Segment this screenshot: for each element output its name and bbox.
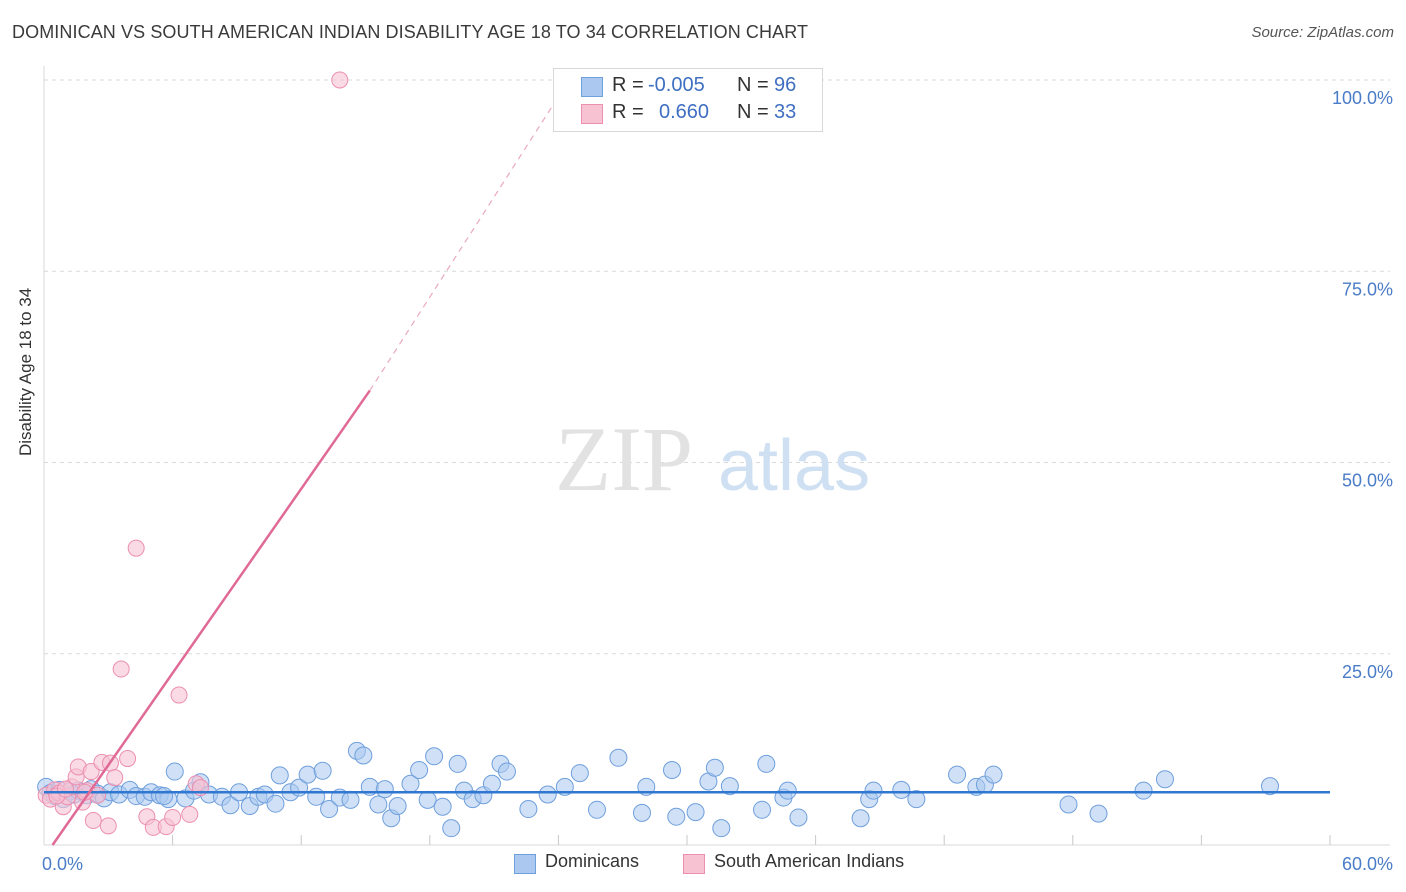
dominican-point (482, 774, 501, 793)
south-american-indian-point (99, 817, 117, 835)
south-american-indian-point (331, 71, 349, 89)
dominican-point (907, 790, 926, 809)
dominican-point (313, 761, 332, 780)
south-american-indian-point (170, 686, 188, 704)
dominican-point (369, 795, 388, 814)
dominican-point (587, 800, 606, 819)
blue-swatch (581, 77, 603, 97)
south-american-indians-points (37, 71, 349, 836)
dominican-point (165, 762, 184, 781)
dominican-point (320, 800, 339, 819)
dominican-point (757, 754, 776, 773)
dominican-point (354, 746, 373, 765)
y-tick-label: 100.0% (1332, 88, 1393, 108)
dominican-point (705, 758, 724, 777)
dominican-point (892, 780, 911, 799)
south-american-indians-trend-line (51, 389, 371, 846)
dominican-point (753, 800, 772, 819)
dominican-point (1089, 804, 1108, 823)
dominican-point (497, 762, 516, 781)
watermark-atlas: atlas (718, 426, 870, 506)
r-label: R = (612, 74, 644, 96)
trend-lines (44, 79, 1330, 846)
dominican-point (298, 765, 317, 784)
dominican-point (270, 766, 289, 785)
legend-swatch-pink (683, 854, 705, 874)
legend-label: South American Indians (714, 851, 905, 871)
legend-swatch-blue (514, 854, 536, 874)
dominican-point (948, 765, 967, 784)
n-label: N = (737, 74, 769, 96)
x-tick-label: 60.0% (1342, 854, 1393, 874)
dominicans-points (37, 741, 1279, 838)
dominican-point (155, 787, 174, 806)
x-tick-label: 0.0% (42, 854, 83, 874)
y-tick-label: 75.0% (1342, 279, 1393, 299)
dominican-point (221, 796, 240, 815)
south-american-indians-trend-extension (369, 79, 570, 391)
south-american-indian-point (181, 805, 199, 823)
dominican-point (425, 747, 444, 766)
y-tick-label: 25.0% (1342, 662, 1393, 682)
dominican-point (307, 787, 326, 806)
dominican-point (864, 781, 883, 800)
south-american-indian-point (112, 660, 130, 678)
r-value: -0.005 (648, 74, 705, 96)
dominican-point (418, 790, 437, 809)
r-label: R = (612, 101, 644, 123)
stats-box: R = -0.005 N = 96 R = 0.660 N = 33 (553, 68, 823, 132)
stats-row-dominicans: R = -0.005 N = 96 (554, 74, 822, 100)
n-label: N = (737, 101, 769, 123)
dominican-point (266, 794, 285, 813)
dominican-point (662, 761, 681, 780)
south-american-indian-point (106, 769, 124, 787)
source-label: Source: ZipAtlas.com (1251, 24, 1394, 41)
dominican-point (1059, 795, 1078, 814)
south-american-indian-point (164, 808, 182, 826)
dominican-point (519, 800, 538, 819)
south-american-indian-point (127, 539, 145, 557)
dominican-point (632, 803, 651, 822)
dominican-point (609, 748, 628, 767)
n-value: 33 (774, 101, 797, 123)
grid-lines (43, 66, 1390, 846)
dominican-point (341, 790, 360, 809)
dominican-point (778, 781, 797, 800)
dominican-point (720, 777, 739, 796)
dominican-point (433, 797, 452, 816)
y-axis-ticks: 25.0% 50.0% 75.0% 100.0% (1332, 88, 1393, 682)
dominican-point (1155, 770, 1174, 789)
dominican-point (1134, 781, 1153, 800)
y-axis-label: Disability Age 18 to 34 (16, 287, 35, 456)
chart-title: DOMINICAN VS SOUTH AMERICAN INDIAN DISAB… (12, 22, 809, 42)
watermark-zip: ZIP (555, 408, 693, 510)
x-axis-ticks: 0.0% 60.0% (42, 854, 1393, 874)
pink-swatch (581, 104, 603, 124)
dominican-point (984, 765, 1003, 784)
dominican-point (448, 754, 467, 773)
dominican-point (570, 764, 589, 783)
r-value: 0.660 (659, 101, 710, 123)
dominican-point (375, 780, 394, 799)
dominican-point (1260, 777, 1279, 796)
dominican-point (538, 785, 557, 804)
dominican-point (686, 803, 705, 822)
y-tick-label: 50.0% (1342, 471, 1393, 491)
dominican-point (388, 796, 407, 815)
south-american-indian-point (56, 780, 74, 798)
stats-row-south-american-indians: R = 0.660 N = 33 (554, 101, 822, 127)
dominican-point (667, 807, 686, 826)
dominican-point (851, 809, 870, 828)
watermark: ZIP atlas (555, 408, 870, 510)
legend: Dominicans South American Indians (0, 851, 1406, 877)
dominican-point (712, 819, 731, 838)
dominican-point (442, 819, 461, 838)
south-american-indian-point (84, 812, 102, 830)
dominican-point (789, 808, 808, 827)
dominican-point (410, 761, 429, 780)
south-american-indian-point (119, 750, 137, 768)
legend-label: Dominicans (545, 851, 640, 871)
n-value: 96 (774, 74, 797, 96)
